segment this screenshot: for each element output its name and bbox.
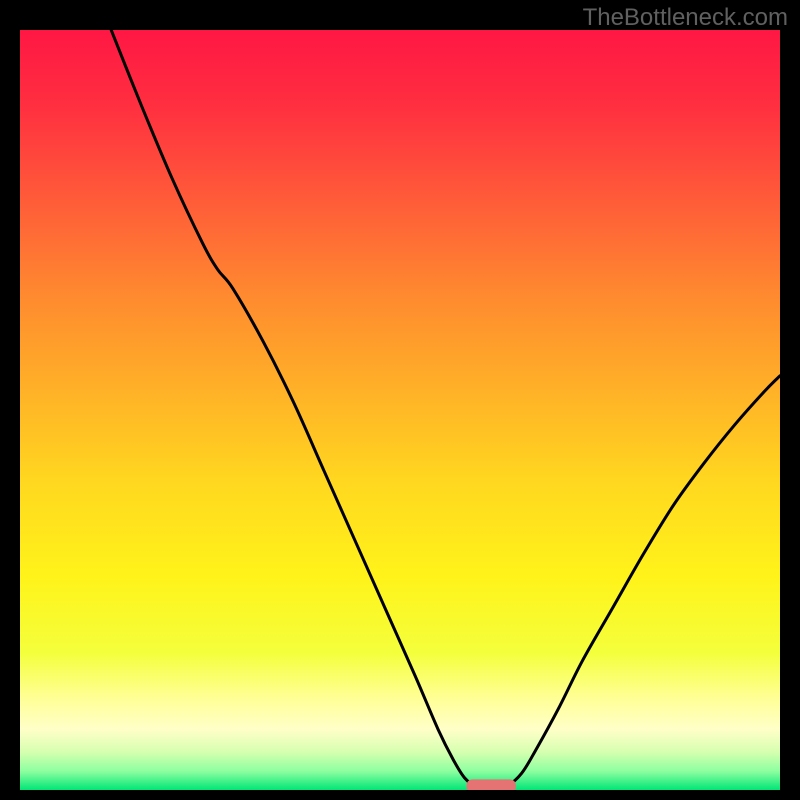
plot-area [20,30,780,790]
chart-root: TheBottleneck.com [0,0,800,800]
bottleneck-chart [0,0,800,800]
attribution-text: TheBottleneck.com [583,4,788,32]
